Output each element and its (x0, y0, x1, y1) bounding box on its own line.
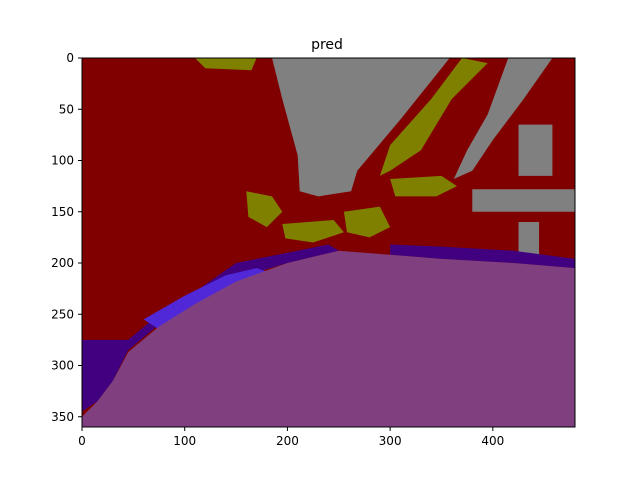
region-sky (272, 58, 450, 197)
y-tick-label: 250 (51, 307, 74, 321)
y-tick-label: 350 (51, 410, 74, 424)
region-sky (518, 124, 553, 176)
x-tick-label: 200 (276, 434, 299, 448)
region-sky (472, 189, 575, 212)
y-tick-label: 300 (51, 359, 74, 373)
region-vegetation (379, 58, 488, 176)
plot-area (81, 57, 576, 428)
x-axis: 0 100 200 300 400 (78, 427, 504, 448)
chart-title: pred (311, 37, 343, 53)
region-road (82, 250, 575, 427)
y-tick-label: 200 (51, 256, 74, 270)
prediction-image (82, 58, 575, 427)
region-sky (518, 222, 540, 258)
region-vegetation (194, 58, 257, 71)
x-tick-label: 100 (173, 434, 196, 448)
region-vegetation (390, 175, 457, 197)
y-tick-label: 0 (66, 51, 74, 65)
x-tick-label: 300 (379, 434, 402, 448)
y-tick-label: 100 (51, 154, 74, 168)
region-sidewalk-dark (390, 244, 575, 269)
y-tick-label: 50 (59, 102, 74, 116)
axes-frame (81, 57, 576, 428)
region-vegetation (343, 206, 391, 238)
y-axis: 0 50 100 150 200 250 300 350 (51, 51, 82, 424)
y-tick-label: 150 (51, 205, 74, 219)
x-tick-label: 400 (481, 434, 504, 448)
region-vegetation (282, 219, 344, 243)
segmentation-regions (82, 58, 575, 427)
region-vegetation (246, 191, 283, 228)
x-tick-label: 0 (78, 434, 86, 448)
region-sky (453, 58, 553, 179)
region-building (82, 58, 575, 351)
